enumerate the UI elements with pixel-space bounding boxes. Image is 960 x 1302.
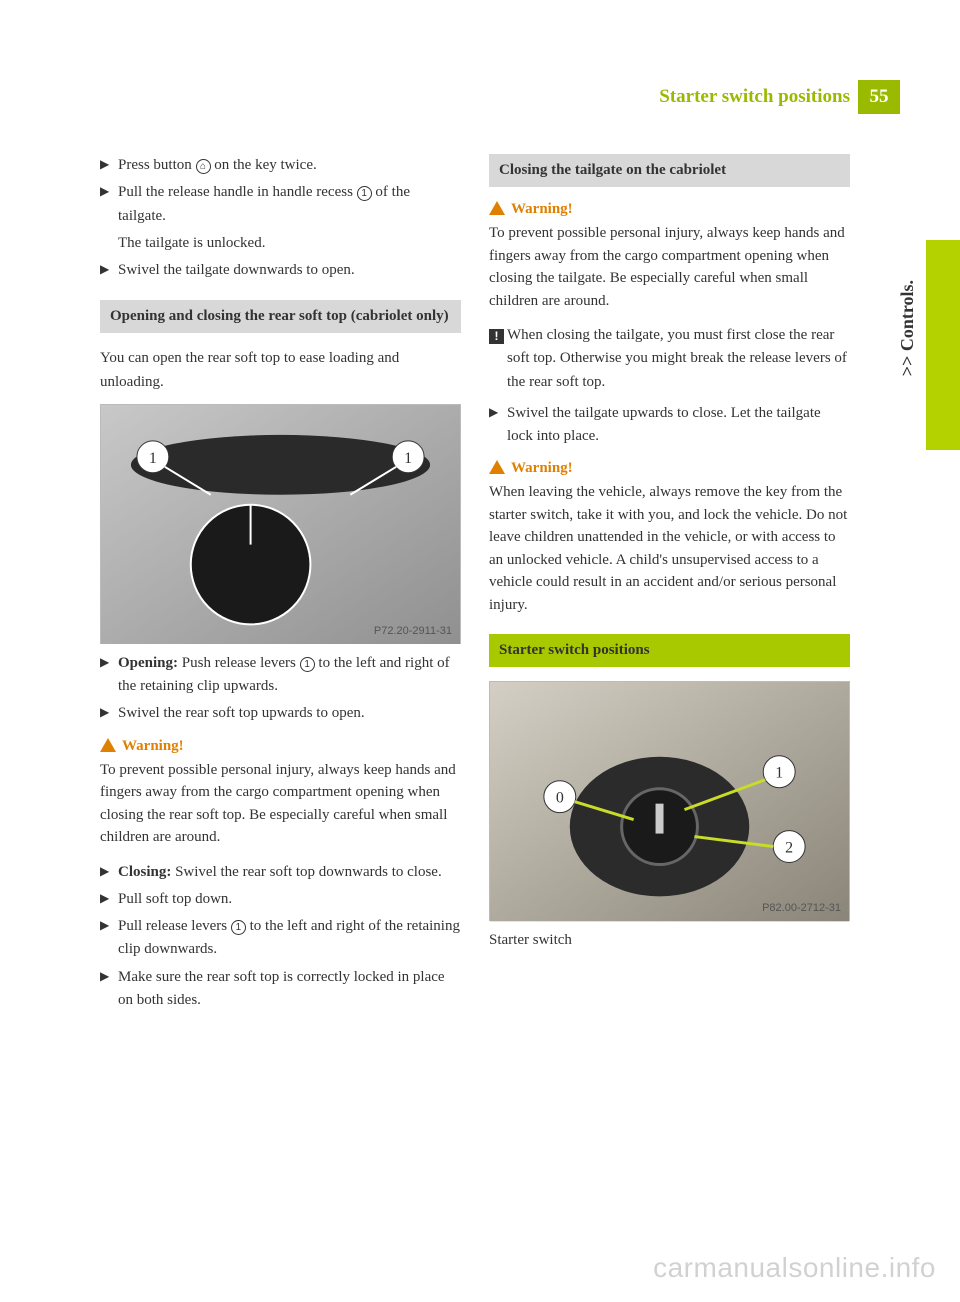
step-item: ▶ Opening: Push release levers 1 to the … — [100, 652, 461, 699]
svg-text:1: 1 — [149, 450, 157, 467]
svg-text:2: 2 — [785, 840, 793, 857]
step-sub-text: The tailgate is unlocked. — [118, 232, 461, 255]
warning-heading: Warning! — [489, 201, 850, 218]
step-item: ▶ Press button ⌂ on the key twice. — [100, 154, 461, 177]
svg-text:1: 1 — [404, 450, 412, 467]
figure-ref: P72.20-2911-31 — [374, 625, 452, 637]
step-item: ▶ Swivel the rear soft top upwards to op… — [100, 702, 461, 725]
excl-icon: ! — [489, 324, 507, 394]
warning-icon — [489, 201, 505, 215]
step-text: Swivel the tailgate downwards to open. — [118, 259, 461, 282]
figure-starter-switch: 0 1 2 P82.00-2712-31 — [489, 681, 850, 921]
paragraph: You can open the rear soft top to ease l… — [100, 347, 461, 394]
key-icon: ⌂ — [196, 159, 211, 174]
chevron-icon: ▶ — [100, 861, 118, 884]
right-column: Closing the tailgate on the cabriolet Wa… — [489, 154, 900, 1016]
side-tab — [926, 240, 960, 450]
chevron-icon: ▶ — [100, 915, 118, 962]
warning-icon — [100, 738, 116, 752]
step-item: ▶ Pull soft top down. — [100, 888, 461, 911]
warning-block: Warning! When leaving the vehicle, alway… — [489, 460, 850, 616]
step-text: Pull soft top down. — [118, 888, 461, 911]
step-item: ▶ Closing: Swivel the rear soft top down… — [100, 861, 461, 884]
chevron-icon: ▶ — [100, 888, 118, 911]
section-title: Starter switch positions — [659, 86, 850, 108]
chevron-icon: ▶ — [100, 259, 118, 282]
page-number: 55 — [858, 80, 900, 114]
step-item: ▶ Swivel the tailgate downwards to open. — [100, 259, 461, 282]
step-text: Swivel the tailgate upwards to close. Le… — [507, 402, 850, 449]
caution-note: ! When closing the tailgate, you must fi… — [489, 324, 850, 394]
chevron-icon: ▶ — [100, 702, 118, 725]
step-text: Make sure the rear soft top is correctly… — [118, 966, 461, 1013]
step-item: ▶ Pull release levers 1 to the left and … — [100, 915, 461, 962]
step-text: Swivel the rear soft top upwards to open… — [118, 702, 461, 725]
step-text: Pull release levers 1 to the left and ri… — [118, 915, 461, 962]
left-column: ▶ Press button ⌂ on the key twice. ▶ Pul… — [100, 154, 461, 1016]
page-header: Starter switch positions 55 — [100, 80, 900, 114]
warning-block: Warning! To prevent possible personal in… — [100, 738, 461, 849]
watermark: carmanualsonline.info — [653, 1252, 936, 1284]
figure-caption: Starter switch — [489, 929, 850, 952]
figure-soft-top: 1 1 P72.20-2911-31 — [100, 404, 461, 644]
chevron-icon: ▶ — [100, 181, 118, 228]
chevron-icon: ▶ — [100, 652, 118, 699]
step-item: ▶ Swivel the tailgate upwards to close. … — [489, 402, 850, 449]
warning-body: To prevent possible personal injury, alw… — [100, 759, 461, 849]
step-text: Press button ⌂ on the key twice. — [118, 154, 461, 177]
svg-text:1: 1 — [775, 765, 783, 782]
chevron-icon: ▶ — [100, 154, 118, 177]
warning-heading: Warning! — [489, 460, 850, 477]
step-text: Opening: Push release levers 1 to the le… — [118, 652, 461, 699]
step-text: Closing: Swivel the rear soft top downwa… — [118, 861, 461, 884]
warning-body: When leaving the vehicle, always remove … — [489, 481, 850, 616]
step-item: ▶ Make sure the rear soft top is correct… — [100, 966, 461, 1013]
major-heading: Starter switch positions — [489, 634, 850, 667]
warning-icon — [489, 460, 505, 474]
step-item: ▶ Pull the release handle in handle rece… — [100, 181, 461, 228]
section-heading: Opening and closing the rear soft top (c… — [100, 300, 461, 333]
svg-text:0: 0 — [556, 790, 564, 807]
ref-icon: 1 — [231, 920, 246, 935]
warning-heading: Warning! — [100, 738, 461, 755]
ref-icon: 1 — [300, 657, 315, 672]
chevron-icon: ▶ — [489, 402, 507, 449]
warning-block: Warning! To prevent possible personal in… — [489, 201, 850, 312]
ref-icon: 1 — [357, 186, 372, 201]
chevron-icon: ▶ — [100, 966, 118, 1013]
section-heading: Closing the tailgate on the cabriolet — [489, 154, 850, 187]
step-text: Pull the release handle in handle recess… — [118, 181, 461, 228]
side-tab-label: >> Controls. — [897, 280, 918, 376]
figure-ref: P82.00-2712-31 — [762, 902, 841, 914]
note-text: When closing the tailgate, you must firs… — [507, 324, 850, 394]
warning-body: To prevent possible personal injury, alw… — [489, 222, 850, 312]
